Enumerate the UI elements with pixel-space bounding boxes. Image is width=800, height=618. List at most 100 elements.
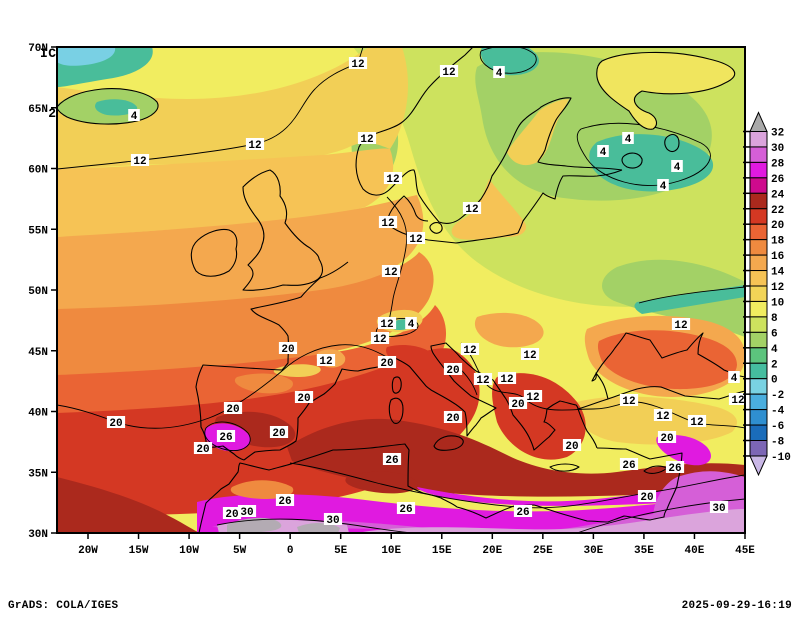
svg-text:40N: 40N — [28, 408, 48, 420]
svg-text:4: 4 — [408, 319, 415, 331]
svg-text:20: 20 — [272, 428, 285, 440]
svg-text:12: 12 — [731, 395, 744, 407]
svg-text:30N: 30N — [28, 529, 48, 541]
svg-text:25E: 25E — [533, 545, 553, 557]
lon-axis: 20W 15W 10W 5W 0 5E 10E 15E 20E 25E 30E 35E 40E 45E — [78, 533, 755, 557]
svg-text:12: 12 — [360, 134, 373, 146]
svg-text:0: 0 — [287, 545, 294, 557]
svg-text:12: 12 — [248, 140, 261, 152]
creation-timestamp: 2025-09-29-16:19 — [681, 600, 792, 612]
svg-text:12: 12 — [373, 334, 386, 346]
svg-text:35N: 35N — [28, 468, 48, 480]
svg-text:12: 12 — [384, 267, 397, 279]
svg-text:18: 18 — [771, 236, 785, 248]
svg-text:30: 30 — [240, 507, 253, 519]
svg-text:4: 4 — [731, 373, 738, 385]
svg-text:26: 26 — [399, 504, 412, 516]
svg-text:5W: 5W — [233, 545, 247, 557]
svg-text:12: 12 — [674, 320, 687, 332]
svg-text:-2: -2 — [771, 390, 784, 402]
svg-text:12: 12 — [465, 204, 478, 216]
svg-text:30E: 30E — [583, 545, 603, 557]
svg-text:5E: 5E — [334, 545, 348, 557]
svg-text:16: 16 — [771, 251, 784, 263]
svg-text:12: 12 — [771, 282, 784, 294]
svg-text:12: 12 — [386, 174, 399, 186]
svg-text:12: 12 — [409, 234, 422, 246]
svg-text:12: 12 — [442, 67, 455, 79]
svg-text:12: 12 — [381, 218, 394, 230]
svg-text:20E: 20E — [482, 545, 502, 557]
svg-text:26: 26 — [771, 174, 784, 186]
svg-text:40E: 40E — [685, 545, 705, 557]
svg-text:32: 32 — [771, 128, 784, 140]
svg-text:20: 20 — [446, 413, 459, 425]
svg-text:15W: 15W — [129, 545, 149, 557]
svg-text:26: 26 — [622, 460, 635, 472]
svg-text:-6: -6 — [771, 421, 784, 433]
svg-text:12: 12 — [380, 319, 393, 331]
svg-text:0: 0 — [771, 375, 778, 387]
svg-text:12: 12 — [133, 156, 146, 168]
svg-text:10W: 10W — [179, 545, 199, 557]
svg-text:28: 28 — [771, 158, 785, 170]
svg-text:20: 20 — [771, 220, 784, 232]
svg-text:8: 8 — [771, 313, 778, 325]
svg-text:20: 20 — [225, 509, 238, 521]
svg-text:20: 20 — [660, 433, 673, 445]
svg-text:-8: -8 — [771, 437, 785, 449]
svg-text:12: 12 — [526, 392, 539, 404]
svg-text:55N: 55N — [28, 225, 48, 237]
svg-text:20: 20 — [380, 358, 393, 370]
svg-text:26: 26 — [278, 496, 291, 508]
svg-text:26: 26 — [385, 455, 398, 467]
svg-text:50N: 50N — [28, 286, 48, 298]
svg-text:65N: 65N — [28, 104, 48, 116]
svg-text:12: 12 — [690, 417, 703, 429]
svg-text:22: 22 — [771, 205, 784, 217]
svg-text:24: 24 — [771, 189, 785, 201]
svg-text:30: 30 — [712, 503, 725, 515]
svg-text:4: 4 — [131, 111, 138, 123]
coastlines — [57, 47, 745, 533]
svg-text:4: 4 — [600, 147, 607, 159]
svg-text:35E: 35E — [634, 545, 654, 557]
svg-text:4: 4 — [660, 181, 667, 193]
svg-text:20: 20 — [640, 492, 653, 504]
svg-text:20: 20 — [196, 444, 209, 456]
svg-text:10: 10 — [771, 297, 784, 309]
svg-text:12: 12 — [463, 345, 476, 357]
svg-text:4: 4 — [674, 162, 681, 174]
svg-text:12: 12 — [476, 375, 489, 387]
svg-text:20: 20 — [446, 365, 459, 377]
svg-text:14: 14 — [771, 267, 785, 279]
svg-text:60N: 60N — [28, 165, 48, 177]
svg-text:10E: 10E — [381, 545, 401, 557]
svg-text:20W: 20W — [78, 545, 98, 557]
svg-text:-4: -4 — [771, 406, 785, 418]
svg-text:12: 12 — [351, 59, 364, 71]
svg-text:12: 12 — [656, 411, 669, 423]
svg-text:12: 12 — [319, 356, 332, 368]
grads-credit: GrADS: COLA/IGES — [8, 600, 119, 612]
svg-text:4: 4 — [625, 134, 632, 146]
svg-text:20: 20 — [511, 399, 524, 411]
svg-text:20: 20 — [297, 393, 310, 405]
svg-text:20: 20 — [226, 404, 239, 416]
svg-text:12: 12 — [523, 350, 536, 362]
svg-text:26: 26 — [668, 463, 681, 475]
svg-text:6: 6 — [771, 328, 778, 340]
svg-text:20: 20 — [565, 441, 578, 453]
svg-text:12: 12 — [622, 396, 635, 408]
svg-text:-10: -10 — [771, 452, 791, 464]
svg-text:2: 2 — [771, 359, 778, 371]
svg-text:30: 30 — [771, 143, 784, 155]
svg-text:45E: 45E — [735, 545, 755, 557]
svg-text:26: 26 — [219, 432, 232, 444]
svg-text:26: 26 — [516, 507, 529, 519]
svg-text:20: 20 — [281, 344, 294, 356]
